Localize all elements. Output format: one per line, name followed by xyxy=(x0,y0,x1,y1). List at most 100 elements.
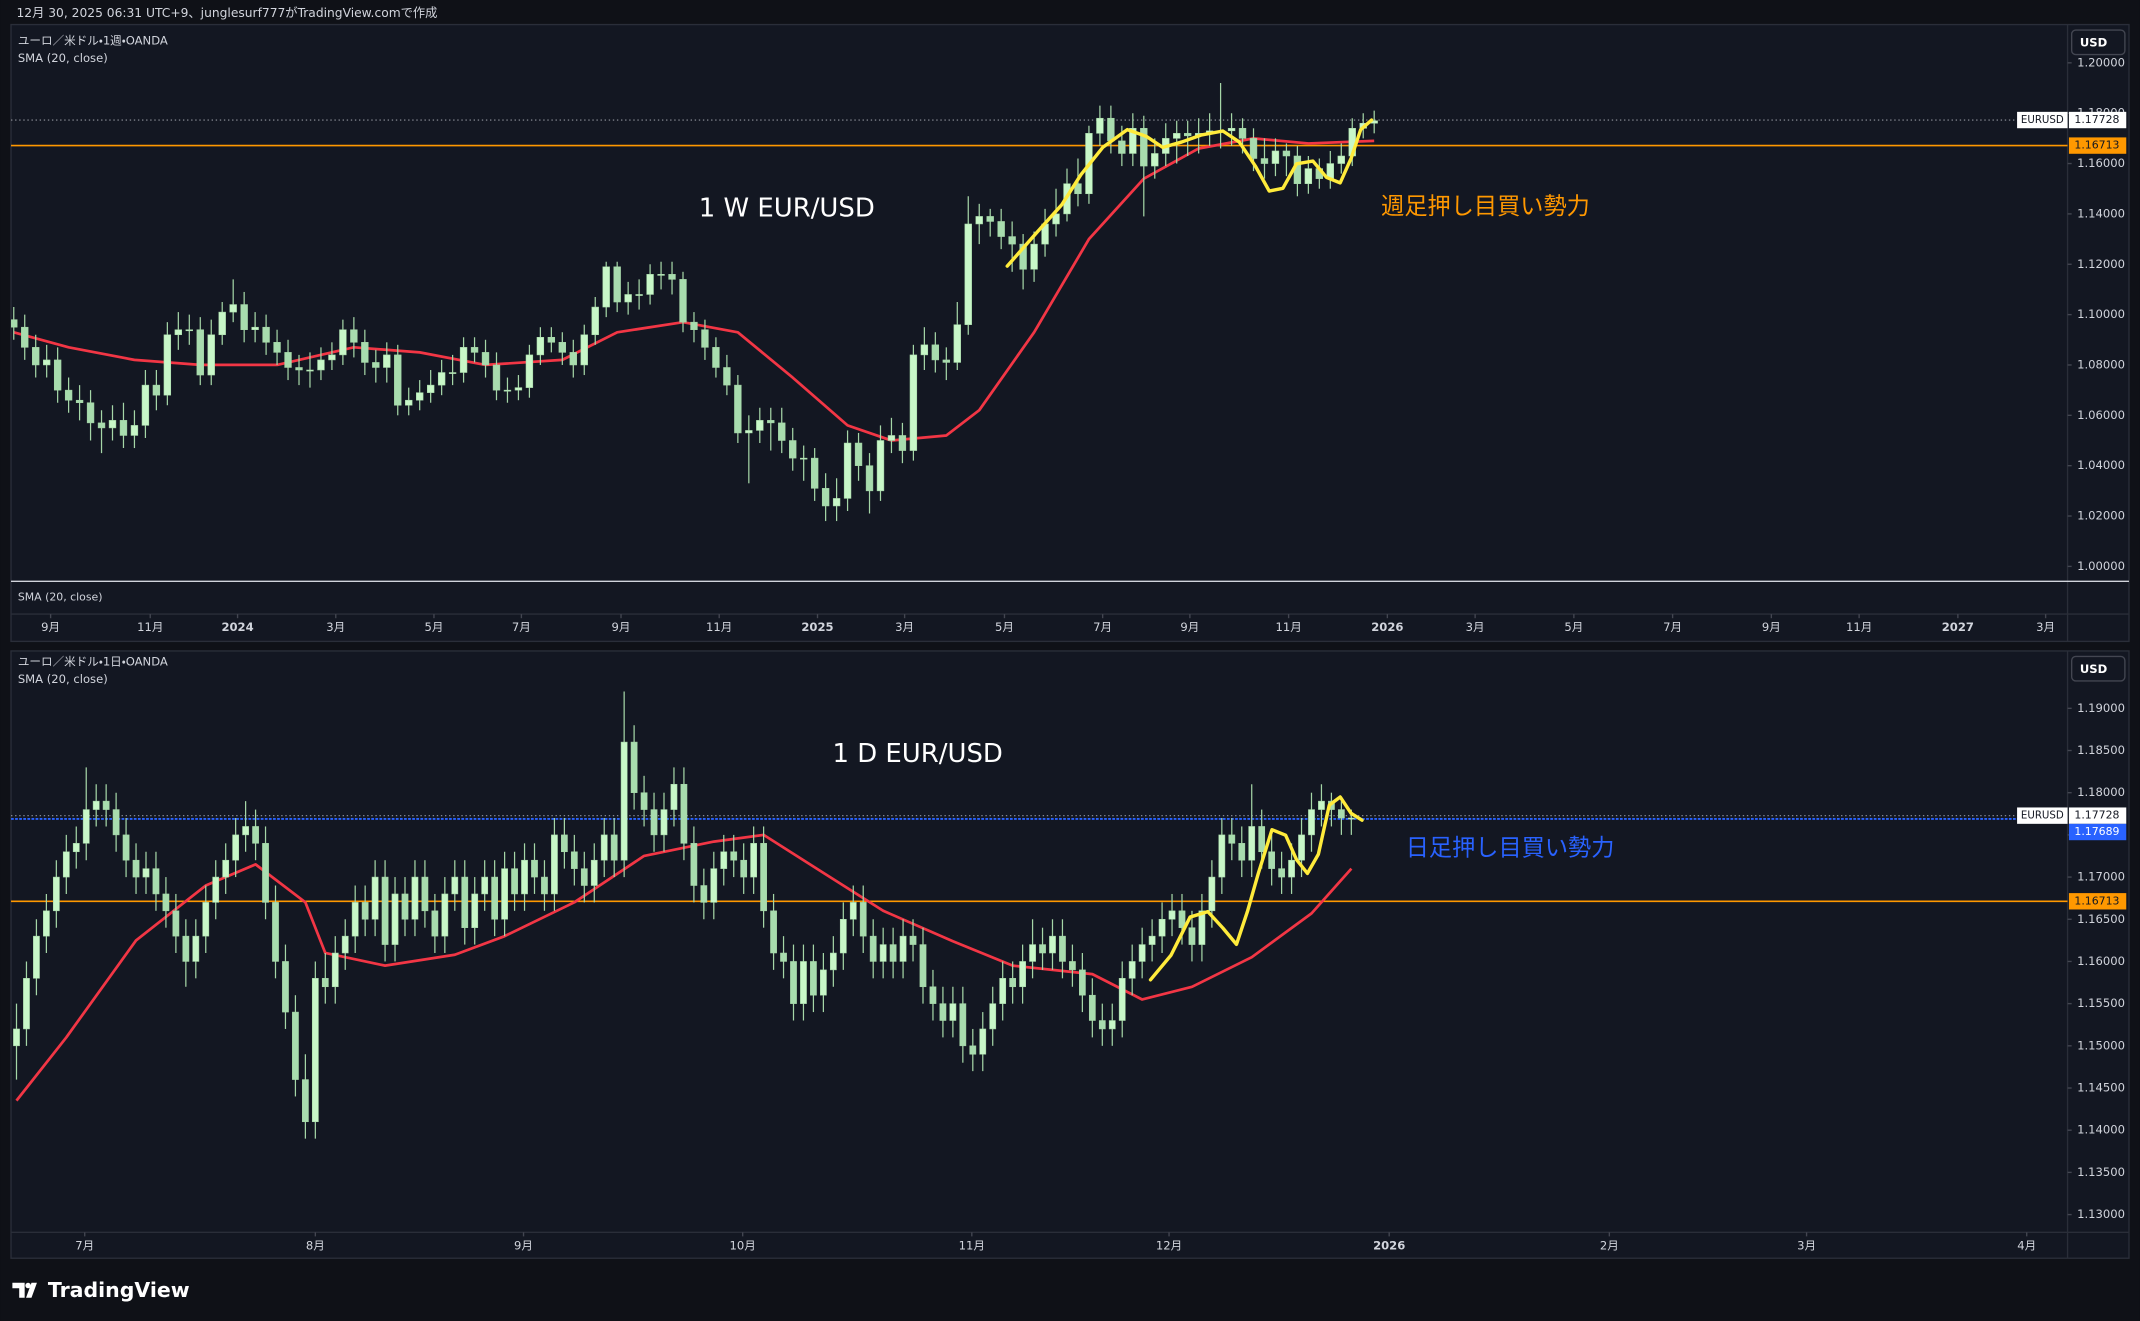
x-tick-label: 4月 xyxy=(2017,1238,2036,1252)
y-tick-label: 1.18000 xyxy=(2077,785,2125,799)
x-tick-label: 11月 xyxy=(1275,620,1301,634)
x-tick-label: 11月 xyxy=(706,620,732,634)
trend-drawing xyxy=(1148,795,1364,982)
y-tick-label: 1.02000 xyxy=(2077,509,2125,523)
candle-body xyxy=(1069,961,1076,971)
candle-body xyxy=(1184,133,1192,137)
candle-body xyxy=(1158,918,1166,937)
candle-body xyxy=(1168,910,1176,920)
candle-body xyxy=(222,859,230,878)
y-tick-label: 1.17000 xyxy=(2077,870,2125,884)
x-tick-label: 10月 xyxy=(730,1238,756,1252)
candle-body xyxy=(1129,128,1137,154)
candle-body xyxy=(889,944,897,962)
candle-body xyxy=(1108,1020,1116,1030)
y-tick-label: 1.14000 xyxy=(2077,206,2125,220)
candle-body xyxy=(229,304,237,313)
candle-body xyxy=(240,304,248,330)
candle-body xyxy=(909,354,918,451)
candle-body xyxy=(242,826,249,836)
candle-body xyxy=(767,420,775,424)
candle-body xyxy=(789,440,797,459)
candle-body xyxy=(481,352,490,366)
candle-body xyxy=(142,868,150,878)
candle-body xyxy=(218,311,226,336)
y-tick-label: 1.16500 xyxy=(2077,912,2125,926)
candle-body xyxy=(416,392,424,401)
y-tick-label: 1.15500 xyxy=(2077,996,2125,1010)
x-tick-label: 11月 xyxy=(1846,620,1872,634)
candle-body xyxy=(295,367,303,371)
candle-body xyxy=(1260,158,1269,164)
candle-body xyxy=(1019,961,1026,988)
candle-body xyxy=(790,961,797,1004)
candle-body xyxy=(869,935,877,962)
candle-body xyxy=(800,961,807,1004)
candle-body xyxy=(1249,138,1258,159)
tv-logo xyxy=(12,1282,37,1298)
caption: 12月 30, 2025 06:31 UTC+9、junglesurf777がT… xyxy=(16,5,437,20)
candle-body xyxy=(1008,236,1016,245)
candle-body xyxy=(1019,243,1027,270)
candle-body xyxy=(282,961,289,1013)
currency-box xyxy=(2070,655,2126,682)
panel xyxy=(10,23,2130,643)
candle-body xyxy=(1118,140,1126,154)
candle-body xyxy=(854,442,863,466)
y-tick-label: 1.13000 xyxy=(2077,1207,2125,1221)
candle-body xyxy=(501,868,508,920)
candle-body xyxy=(152,868,160,895)
candle-body xyxy=(371,876,379,920)
candle-body xyxy=(1009,978,1017,988)
candle-body xyxy=(964,223,972,325)
last-price-box xyxy=(2068,111,2127,129)
candle-body xyxy=(859,902,867,937)
candle-body xyxy=(421,876,429,912)
panel xyxy=(10,650,2130,1259)
symbol-label: EURUSD xyxy=(2021,811,2064,822)
candle-body xyxy=(580,868,588,886)
level-price-box xyxy=(2068,893,2127,910)
candle-body xyxy=(1079,969,1086,996)
candle-body xyxy=(72,843,80,853)
candle-body xyxy=(11,319,18,328)
y-tick-label: 1.20000 xyxy=(2077,55,2125,69)
candle-body xyxy=(1140,128,1148,167)
candle-body xyxy=(391,893,399,945)
y-tick-label: 1.18500 xyxy=(2077,743,2125,757)
candle-body xyxy=(112,809,120,836)
candle-body xyxy=(570,851,578,869)
last-price-label: 1.17728 xyxy=(2074,113,2119,126)
candle-body xyxy=(196,329,204,376)
candle-body xyxy=(302,1079,309,1123)
candle-body xyxy=(635,294,643,296)
candle-body xyxy=(459,347,468,373)
candle-body xyxy=(381,876,389,945)
candle-body xyxy=(920,344,929,356)
x-tick-label: 5月 xyxy=(995,620,1014,634)
symbol-box xyxy=(2017,111,2068,129)
candle-body xyxy=(273,342,281,353)
candle-body xyxy=(1308,809,1315,836)
candle-body xyxy=(899,935,907,962)
candle-body xyxy=(75,399,84,404)
symbol-label: EURUSD xyxy=(2021,115,2064,126)
candle-body xyxy=(492,364,501,391)
candle-body xyxy=(311,978,319,1123)
candle-body xyxy=(876,440,885,492)
candle-body xyxy=(32,347,40,366)
candle-body xyxy=(750,843,758,878)
candle-body xyxy=(942,359,950,363)
candle-body xyxy=(879,944,887,962)
x-tick-label: 2027 xyxy=(1942,620,1974,634)
candle-body xyxy=(108,420,117,429)
candle-body xyxy=(832,498,841,507)
candle-body xyxy=(394,354,402,406)
candle-body xyxy=(361,342,369,363)
candle-body xyxy=(989,1003,997,1030)
candle-body xyxy=(132,859,140,878)
candle-body xyxy=(547,336,556,343)
candle-body xyxy=(1148,935,1156,945)
candle-body xyxy=(33,935,40,979)
candle-body xyxy=(919,944,927,988)
